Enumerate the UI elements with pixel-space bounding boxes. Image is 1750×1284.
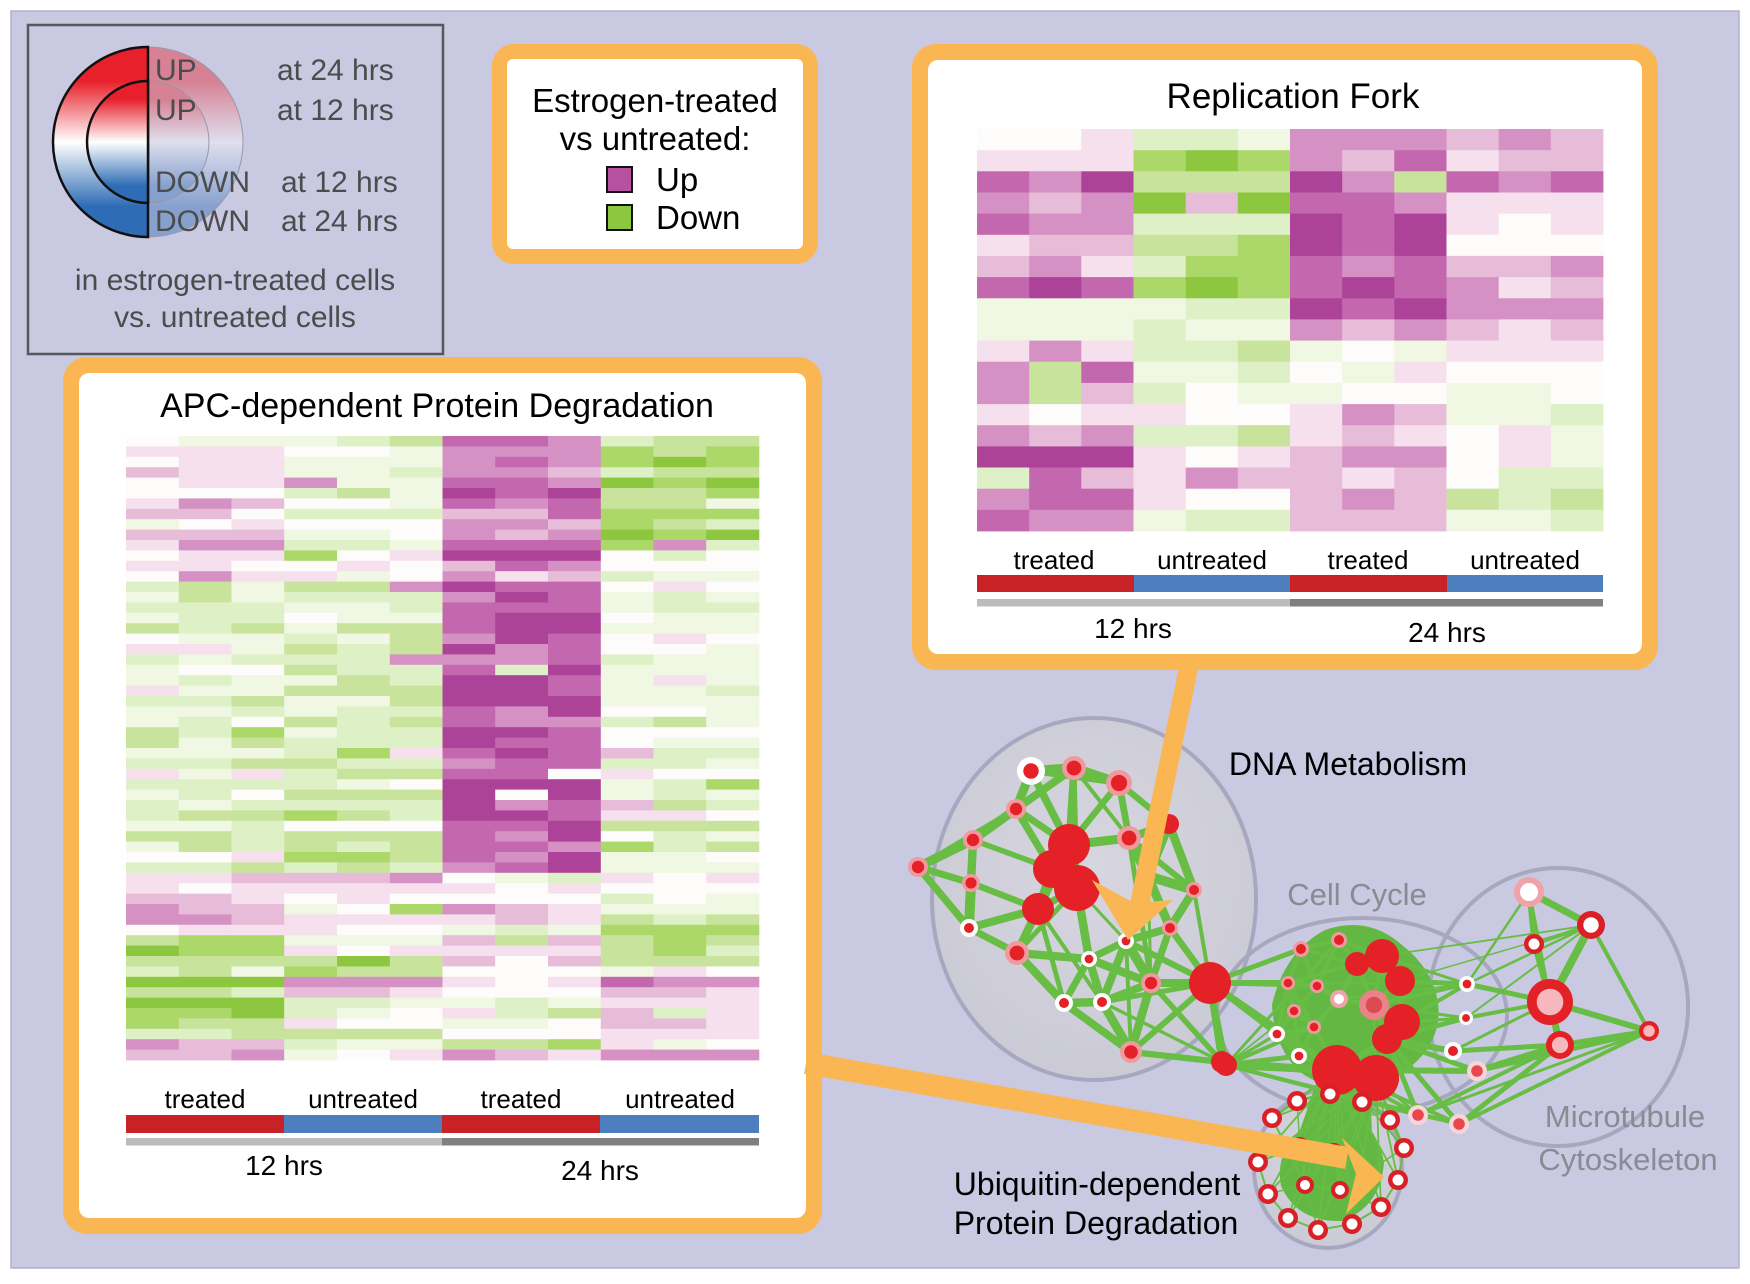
- svg-text:12 hrs: 12 hrs: [1094, 613, 1172, 644]
- svg-text:untreated: untreated: [1157, 545, 1267, 575]
- svg-text:treated: treated: [165, 1084, 246, 1114]
- svg-text:untreated: untreated: [625, 1084, 735, 1114]
- svg-text:treated: treated: [1328, 545, 1409, 575]
- svg-text:APC-dependent Protein Degradat: APC-dependent Protein Degradation: [160, 387, 714, 425]
- svg-text:DOWN: DOWN: [155, 205, 250, 238]
- svg-text:24 hrs: 24 hrs: [561, 1155, 639, 1186]
- svg-text:Ubiquitin-dependent: Ubiquitin-dependent: [954, 1166, 1241, 1202]
- svg-text:untreated: untreated: [308, 1084, 418, 1114]
- svg-text:Cytoskeleton: Cytoskeleton: [1538, 1142, 1717, 1177]
- svg-text:Up: Up: [656, 161, 698, 198]
- svg-text:at 12 hrs: at 12 hrs: [277, 94, 394, 127]
- svg-text:in estrogen-treated cells: in estrogen-treated cells: [75, 264, 395, 297]
- svg-text:Replication Fork: Replication Fork: [1167, 77, 1420, 116]
- svg-text:Cell Cycle: Cell Cycle: [1287, 877, 1427, 912]
- svg-text:Estrogen-treated: Estrogen-treated: [532, 82, 778, 119]
- svg-text:24 hrs: 24 hrs: [1408, 617, 1486, 648]
- svg-text:treated: treated: [1014, 545, 1095, 575]
- svg-text:at 24 hrs: at 24 hrs: [281, 205, 398, 238]
- svg-text:Down: Down: [656, 199, 740, 236]
- svg-text:Protein Degradation: Protein Degradation: [954, 1205, 1239, 1241]
- svg-text:DOWN: DOWN: [155, 166, 250, 199]
- svg-text:untreated: untreated: [1470, 545, 1580, 575]
- svg-text:at 24 hrs: at 24 hrs: [277, 54, 394, 87]
- svg-text:treated: treated: [481, 1084, 562, 1114]
- svg-text:UP: UP: [155, 94, 197, 127]
- svg-text:UP: UP: [155, 54, 197, 87]
- svg-text:at 12 hrs: at 12 hrs: [281, 166, 398, 199]
- svg-text:vs untreated:: vs untreated:: [560, 120, 751, 157]
- svg-text:12 hrs: 12 hrs: [245, 1150, 323, 1181]
- svg-text:DNA Metabolism: DNA Metabolism: [1229, 746, 1467, 782]
- svg-text:vs. untreated cells: vs. untreated cells: [114, 301, 356, 334]
- svg-text:Microtubule: Microtubule: [1545, 1099, 1705, 1134]
